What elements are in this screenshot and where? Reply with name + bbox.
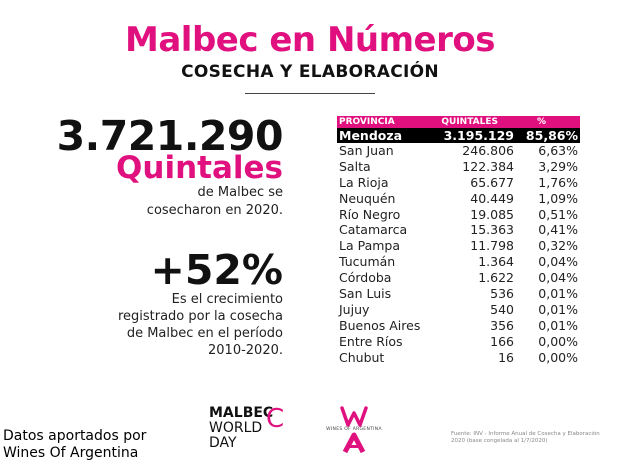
- province-quintales: 1.622: [478, 270, 514, 286]
- province-name: Mendoza: [339, 128, 403, 143]
- table-row: San Luis 536 0,01%: [337, 286, 580, 302]
- source-credit-line: Datos aportados por: [3, 428, 147, 444]
- growth-value: +52%: [150, 246, 284, 294]
- province-name: La Pampa: [339, 238, 401, 254]
- province-quintales: 16: [498, 349, 514, 365]
- province-percent: 6,63%: [538, 143, 578, 158]
- table-row: La Rioja 65.677 1,76%: [337, 175, 580, 191]
- growth-description-line: 2010-2020.: [208, 343, 283, 358]
- source-credit-line: Wines Of Argentina: [3, 445, 139, 461]
- province-name: Córdoba: [339, 270, 392, 286]
- harvest-description-line: cosecharon en 2020.: [146, 203, 283, 218]
- harvest-unit: Quintales: [116, 150, 283, 186]
- province-quintales: 11.798: [470, 238, 514, 254]
- growth-description-line: Es el crecimiento: [171, 292, 283, 307]
- table-row: Entre Ríos 166 0,00%: [337, 334, 580, 350]
- harvest-description-line: de Malbec se: [197, 185, 283, 200]
- province-name: San Luis: [339, 286, 392, 302]
- province-name: Jujuy: [339, 301, 370, 317]
- province-percent: 0,01%: [538, 286, 578, 302]
- province-quintales: 246.806: [462, 143, 514, 158]
- province-name: Catamarca: [339, 222, 408, 238]
- province-quintales: 3.195.129: [443, 128, 514, 143]
- table-row: Neuquén 40.449 1,09%: [337, 191, 580, 207]
- data-source-line: Fuente: INV - Informe Anual de Cosecha y…: [451, 431, 600, 437]
- province-name: Chubut: [339, 349, 385, 365]
- page-title: Malbec en Números: [125, 20, 495, 60]
- province-name: Entre Ríos: [339, 333, 403, 349]
- province-quintales: 540: [490, 301, 514, 317]
- province-quintales: 122.384: [462, 158, 514, 174]
- province-quintales: 356: [490, 317, 514, 333]
- wines-of-argentina-logo: WINES OF ARGENTINA: [314, 404, 394, 454]
- province-percent: 3,29%: [538, 158, 578, 174]
- table-row: La Pampa 11.798 0,32%: [337, 238, 580, 254]
- table-row: Salta 122.384 3,29%: [337, 159, 580, 175]
- province-quintales: 19.085: [470, 206, 514, 222]
- woa-logo-icon: [340, 406, 368, 454]
- table-row-highlight: Mendoza 3.195.129 85,86%: [337, 128, 580, 143]
- table-row: Jujuy 540 0,01%: [337, 302, 580, 318]
- header-percent: %: [536, 117, 546, 127]
- province-percent: 0,41%: [538, 222, 578, 238]
- table-row: San Juan 246.806 6,63%: [337, 143, 580, 159]
- header-provincia: PROVINCIA: [339, 117, 395, 127]
- province-quintales: 1.364: [478, 254, 514, 270]
- province-name: Tucumán: [339, 254, 396, 270]
- province-quintales: 536: [490, 286, 514, 302]
- province-name: San Juan: [339, 143, 394, 158]
- province-quintales: 15.363: [470, 222, 514, 238]
- source-credit: Datos aportados por Wines Of Argentina: [3, 428, 146, 462]
- table-row: Buenos Aires 356 0,01%: [337, 318, 580, 334]
- data-source-line: 2020 (base congelada al 1/7/2020): [451, 438, 548, 444]
- province-percent: 0,04%: [538, 254, 578, 270]
- province-percent: 0,01%: [538, 301, 578, 317]
- harvest-description: de Malbec se cosecharon en 2020.: [63, 184, 283, 220]
- province-percent: 0,51%: [538, 206, 578, 222]
- table-row: Chubut 16 0,00%: [337, 350, 580, 366]
- province-quintales: 166: [490, 333, 514, 349]
- header-quintales: QUINTALES: [441, 117, 498, 127]
- province-percent: 0,04%: [538, 270, 578, 286]
- table-row: Río Negro 19.085 0,51%: [337, 207, 580, 223]
- province-name: Neuquén: [339, 190, 396, 206]
- growth-description-line: de Malbec en el período: [126, 326, 283, 341]
- table-body: San Juan 246.806 6,63% Salta 122.384 3,29% La …: [337, 143, 580, 365]
- province-percent: 85,86%: [525, 128, 578, 143]
- table-row: Tucumán 1.364 0,04%: [337, 254, 580, 270]
- harvest-total: 3.721.290: [56, 112, 284, 160]
- title-divider: [245, 93, 375, 94]
- growth-description: Es el crecimiento registrado por la cose…: [43, 291, 283, 359]
- page-subtitle: COSECHA Y ELABORACIÓN: [181, 62, 439, 82]
- province-name: Río Negro: [339, 206, 401, 222]
- mwd-logo-text: DAY: [209, 435, 237, 451]
- province-table: PROVINCIA QUINTALES % Mendoza 3.195.129 …: [337, 116, 580, 365]
- table-row: Catamarca 15.363 0,41%: [337, 222, 580, 238]
- table-header-row: PROVINCIA QUINTALES %: [337, 116, 580, 128]
- province-percent: 0,32%: [538, 238, 578, 254]
- mwd-logo-text: MALBEC: [209, 405, 274, 421]
- woa-caption: WINES OF ARGENTINA: [326, 427, 382, 432]
- mwd-c-mark-icon: C: [266, 404, 285, 434]
- data-source-note: Fuente: INV - Informe Anual de Cosecha y…: [451, 431, 616, 445]
- province-name: Buenos Aires: [339, 317, 421, 333]
- province-quintales: 65.677: [470, 174, 514, 190]
- growth-description-line: registrado por la cosecha: [117, 309, 283, 324]
- province-percent: 0,00%: [538, 349, 578, 365]
- province-percent: 0,00%: [538, 333, 578, 349]
- table-row: Córdoba 1.622 0,04%: [337, 270, 580, 286]
- province-percent: 1,09%: [538, 190, 578, 206]
- province-name: Salta: [339, 158, 371, 174]
- malbec-world-day-logo: MALBEC WORLD DAY C: [209, 406, 289, 454]
- province-percent: 0,01%: [538, 317, 578, 333]
- province-quintales: 40.449: [470, 190, 514, 206]
- province-name: La Rioja: [339, 174, 389, 190]
- mwd-logo-text: WORLD: [209, 420, 263, 436]
- province-percent: 1,76%: [538, 174, 578, 190]
